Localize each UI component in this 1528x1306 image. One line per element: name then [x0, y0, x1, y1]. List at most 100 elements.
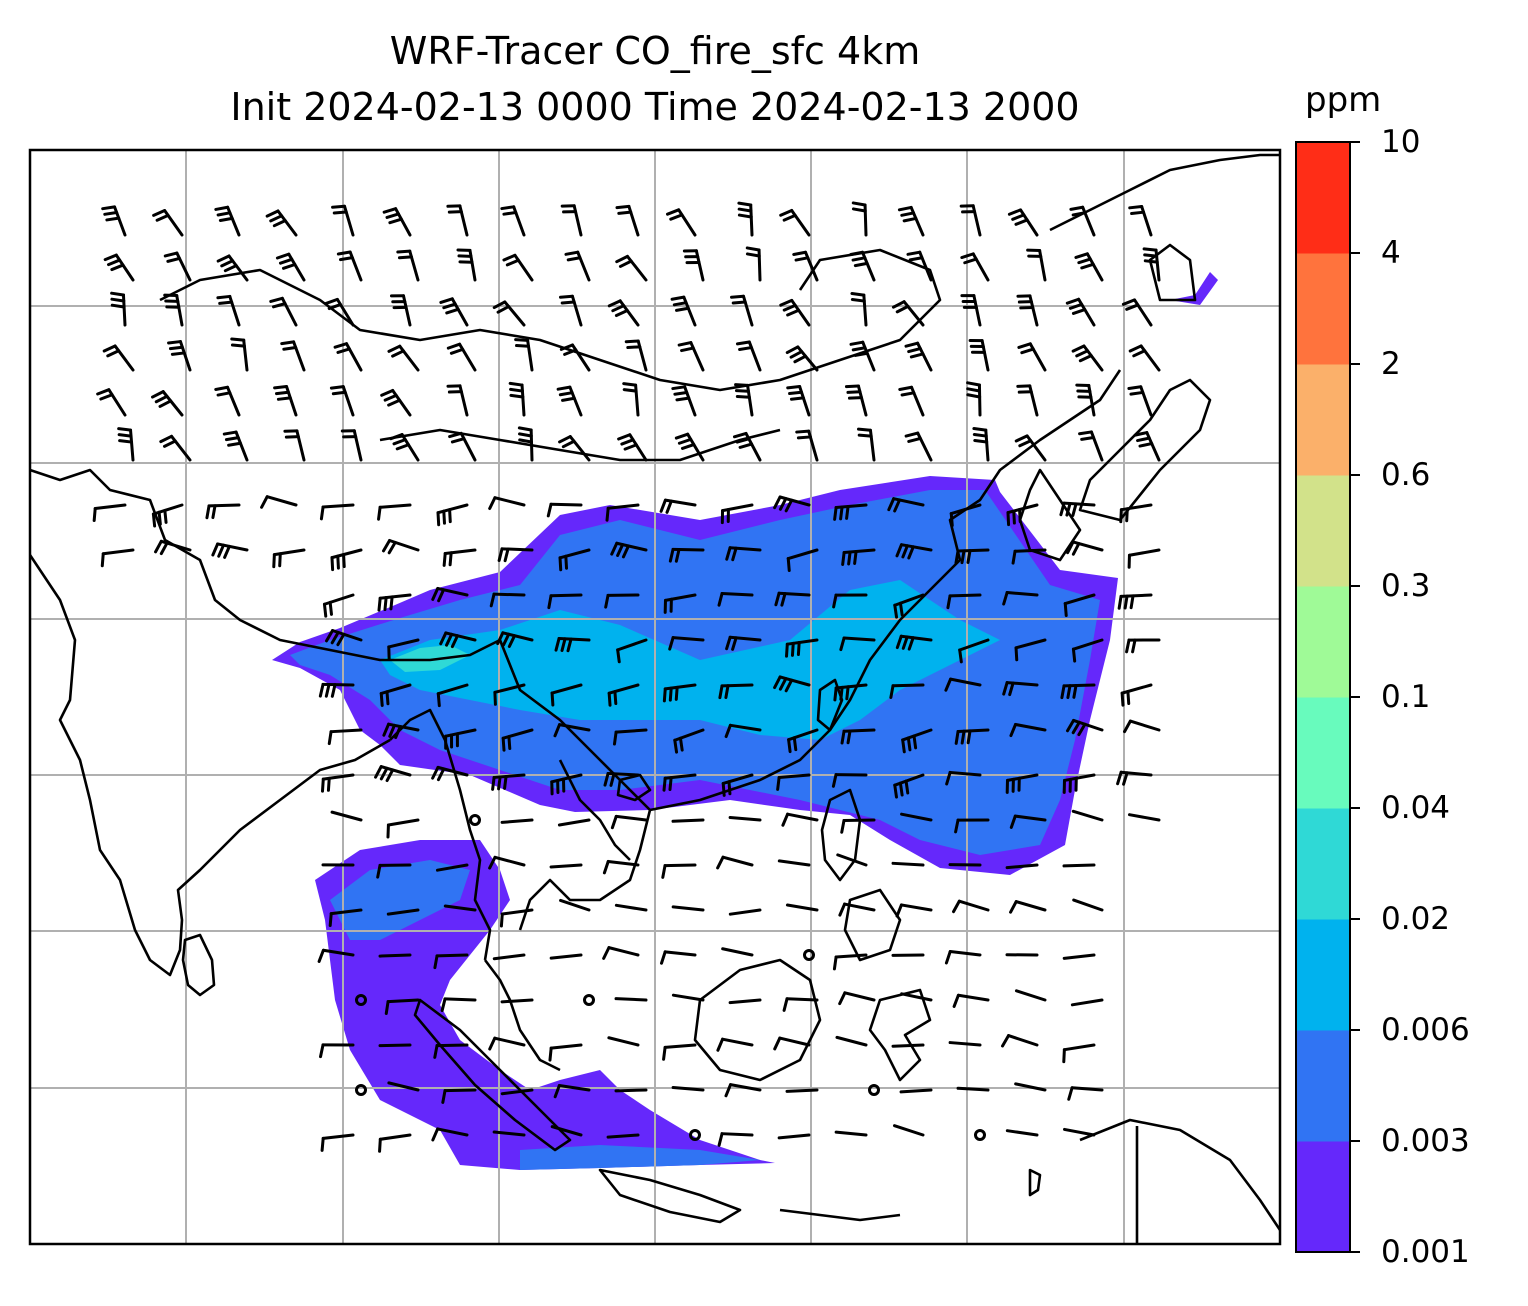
- colorbar-swatch: [1296, 919, 1350, 1031]
- wind-barb: [387, 1081, 420, 1092]
- wind-barb: [431, 765, 469, 782]
- wind-barb: [840, 818, 876, 834]
- wind-barb: [614, 903, 648, 912]
- wind-barb: [661, 863, 697, 879]
- wind-barb: [615, 204, 640, 237]
- plume-south-inner: [330, 860, 470, 940]
- wind-barb: [1014, 434, 1047, 462]
- wind-barb: [1062, 1043, 1096, 1064]
- wind-barb: [893, 593, 925, 619]
- wind-barb: [900, 812, 933, 822]
- wind-barbs: [92, 201, 1161, 1153]
- wind-barb: [1006, 503, 1039, 527]
- wind-barb: [948, 1041, 982, 1047]
- wind-barb: [396, 249, 420, 282]
- wind-barb: [558, 548, 591, 572]
- wind-barb: [330, 810, 363, 822]
- wind-barb: [547, 593, 583, 610]
- wind-barb: [159, 434, 192, 462]
- wind-barb: [1026, 248, 1047, 282]
- wind-barb: [317, 948, 355, 963]
- wind-barb: [954, 818, 990, 834]
- wind-barb: [737, 201, 754, 237]
- wind-barb: [151, 503, 184, 528]
- wind-barb: [558, 435, 591, 462]
- wind-barb: [725, 546, 762, 562]
- wind-barb: [787, 728, 819, 754]
- colorbar-tick-label: 4: [1381, 235, 1401, 271]
- wind-barb: [612, 728, 648, 746]
- wind-barb: [336, 250, 363, 282]
- wind-barb: [904, 341, 933, 372]
- wind-barb: [1062, 773, 1096, 794]
- wind-barb: [324, 297, 355, 327]
- wind-barb: [319, 503, 355, 521]
- wind-barb: [553, 1084, 591, 1099]
- wind-barb: [496, 631, 534, 648]
- wind-barb: [834, 1130, 868, 1137]
- wind-barb: [1128, 204, 1153, 237]
- map-title-line-2: Init 2024-02-13 0000 Time 2024-02-13 200…: [230, 85, 1080, 129]
- wind-barb: [439, 631, 477, 649]
- wind-barb: [548, 1043, 583, 1062]
- wind-barb: [100, 548, 135, 568]
- wind-barb: [269, 296, 298, 327]
- wind-barb: [663, 593, 697, 614]
- wind-barb: [377, 503, 412, 521]
- wind-barb: [1002, 590, 1039, 606]
- wind-barb: [944, 677, 982, 692]
- wind-barb: [659, 950, 697, 965]
- wind-barb: [734, 383, 754, 417]
- wind-barb: [891, 861, 925, 867]
- wind-barb: [1072, 898, 1104, 912]
- wind-barb: [214, 205, 241, 237]
- colorbar-tick-label: 0.6: [1381, 457, 1431, 493]
- wind-barb: [273, 385, 298, 417]
- wind-barb: [776, 773, 811, 791]
- wind-barb: [952, 899, 990, 914]
- wind-barb: [436, 503, 469, 527]
- colorbar-tick-label: 0.3: [1381, 568, 1431, 604]
- wind-barb: [378, 1043, 412, 1048]
- wind-barb: [443, 904, 477, 912]
- wind-barb: [491, 773, 526, 791]
- wind-barb: [151, 390, 184, 417]
- wind-barb: [607, 299, 640, 327]
- wind-barb: [728, 908, 762, 916]
- wind-barb: [378, 953, 412, 958]
- wind-barb: [785, 345, 819, 372]
- wind-barb: [605, 503, 640, 522]
- wind-barb: [1014, 638, 1047, 662]
- colorbar-swatch: [1296, 364, 1350, 476]
- wind-barb: [431, 1127, 469, 1142]
- wind-barb: [773, 495, 811, 513]
- wind-barb: [386, 908, 420, 916]
- wind-barb: [781, 812, 819, 827]
- map-title-line-1: WRF-Tracer CO_fire_sfc 4km: [389, 29, 921, 73]
- wind-barb: [1070, 998, 1104, 1007]
- wind-barb: [1128, 344, 1161, 372]
- wind-barb: [436, 683, 469, 708]
- wind-barb: [1063, 1127, 1096, 1137]
- wind-barb: [493, 683, 526, 706]
- wind-barb: [376, 863, 412, 879]
- wind-barb: [735, 340, 762, 372]
- wind-barb: [216, 294, 241, 327]
- calm-circle: [868, 1084, 880, 1096]
- wind-barb: [433, 953, 469, 970]
- wind-barb: [602, 859, 640, 875]
- wind-barb: [891, 1043, 925, 1048]
- wind-barb: [488, 855, 526, 870]
- colorbar-swatch: [1296, 697, 1350, 809]
- wind-barb: [960, 294, 982, 327]
- wind-barb: [330, 548, 363, 572]
- wind-barb: [956, 1086, 990, 1092]
- wind-barb: [377, 593, 412, 612]
- wind-barb: [163, 293, 184, 327]
- wind-barb: [671, 993, 705, 1002]
- wind-barb: [500, 818, 534, 824]
- wind-barb: [382, 207, 412, 237]
- wind-barb: [724, 723, 762, 739]
- wind-barb: [320, 1133, 355, 1152]
- calm-circle: [355, 1084, 367, 1096]
